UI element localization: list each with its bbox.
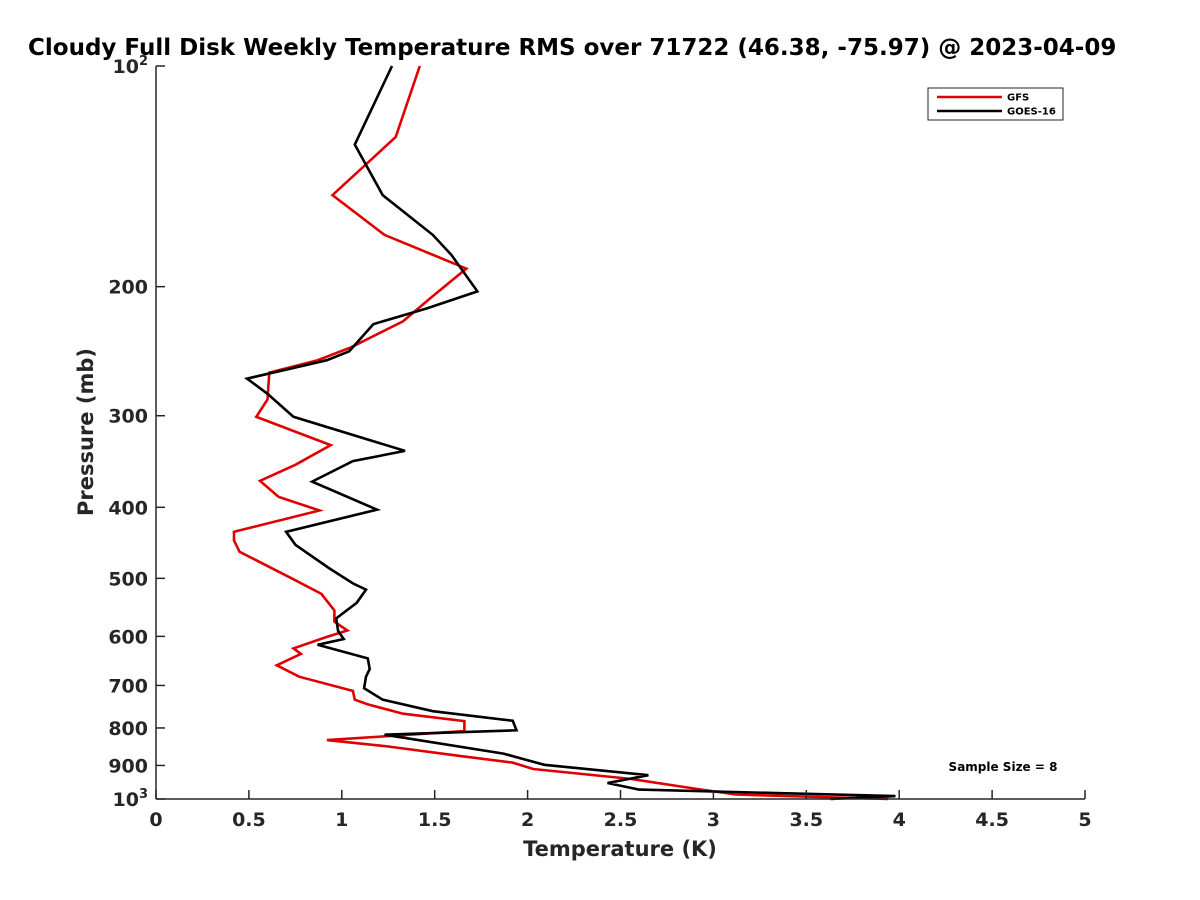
- y-tick-label: 102: [113, 54, 149, 78]
- x-axis-title: Temperature (K): [523, 837, 717, 861]
- y-axis-title: Pressure (mb): [74, 348, 98, 516]
- x-tick-label: 3.5: [789, 809, 823, 831]
- y-tick-label: 400: [108, 497, 148, 519]
- plot-area: [156, 66, 1085, 799]
- x-tick-label: 5: [1078, 809, 1091, 831]
- chart-title: Cloudy Full Disk Weekly Temperature RMS …: [28, 35, 1116, 61]
- x-tick-label: 2: [521, 809, 534, 831]
- y-tick-label: 200: [108, 277, 148, 299]
- y-tick-label: 800: [108, 718, 148, 740]
- x-tick-label: 0.5: [232, 809, 266, 831]
- x-axis-ticks: 0 0.5 1 1.5 2 2.5 3 3.5 4 4.5 5: [149, 790, 1092, 831]
- y-tick-label: 900: [108, 755, 148, 777]
- x-tick-label: 4.5: [975, 809, 1009, 831]
- x-tick-label: 2.5: [604, 809, 638, 831]
- y-tick-label: 103: [113, 787, 149, 811]
- y-tick-label: 700: [108, 675, 148, 697]
- legend-box: [927, 87, 1064, 121]
- y-tick-label: 300: [108, 406, 148, 428]
- legend-label: GOES-16: [1007, 107, 1056, 118]
- series-layer: [232, 65, 896, 801]
- x-tick-label: 1: [335, 809, 348, 831]
- series-line-goes-16: [243, 65, 896, 801]
- legend-label: GFS: [1007, 93, 1029, 104]
- x-tick-label: 4: [893, 809, 906, 831]
- y-axis-ticks: 102 200 300 400 500 600 700 800 900 103: [108, 54, 165, 811]
- y-tick-label: 600: [108, 626, 148, 648]
- series-line-gfs: [232, 65, 889, 801]
- x-tick-label: 0: [149, 809, 162, 831]
- x-tick-label: 3: [707, 809, 720, 831]
- legend: GFS GOES-16: [927, 87, 1064, 121]
- x-tick-label: 1.5: [418, 809, 452, 831]
- sample-size-annotation: Sample Size = 8: [949, 760, 1058, 774]
- y-tick-label: 500: [108, 568, 148, 590]
